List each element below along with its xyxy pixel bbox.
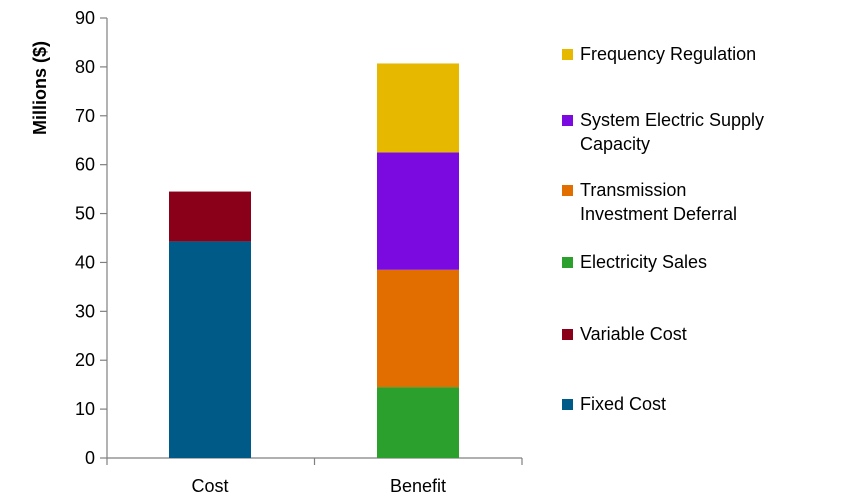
legend-label: System Electric Supply xyxy=(580,110,764,130)
y-axis: 0 10 20 30 40 50 60 70 80 90 xyxy=(75,8,108,468)
y-tick-label: 0 xyxy=(85,448,95,468)
legend-label: Investment Deferral xyxy=(580,204,737,224)
legend-label: Electricity Sales xyxy=(580,252,707,272)
bar-segment-cost-fixed-cost xyxy=(169,241,251,458)
legend-swatch xyxy=(562,399,573,410)
y-tick-label: 70 xyxy=(75,106,95,126)
bar-segment-benefit-frequency-regulation xyxy=(377,63,459,153)
legend-swatch xyxy=(562,49,573,60)
legend-item-frequency-regulation: Frequency Regulation xyxy=(562,44,756,64)
y-tick-label: 10 xyxy=(75,399,95,419)
y-tick-label: 40 xyxy=(75,252,95,272)
legend-label: Capacity xyxy=(580,134,650,154)
y-tick-label: 90 xyxy=(75,8,95,28)
legend-item-electricity-sales: Electricity Sales xyxy=(562,252,707,272)
legend-item-system-electric-supply-capacity: System Electric Supply Capacity xyxy=(562,110,764,154)
legend-item-variable-cost: Variable Cost xyxy=(562,324,687,344)
legend-swatch xyxy=(562,329,573,340)
y-tick-label: 60 xyxy=(75,155,95,175)
legend-label: Fixed Cost xyxy=(580,394,666,414)
legend-label: Variable Cost xyxy=(580,324,687,344)
y-axis-title: Millions ($) xyxy=(30,41,50,135)
legend-swatch xyxy=(562,185,573,196)
x-axis: Cost Benefit xyxy=(106,457,523,496)
bar-segment-benefit-electricity-sales xyxy=(377,387,459,458)
y-tick-label: 80 xyxy=(75,57,95,77)
bar-segment-benefit-system-electric-supply-capacity xyxy=(377,152,459,270)
y-tick-label: 20 xyxy=(75,350,95,370)
legend: Frequency Regulation System Electric Supp… xyxy=(562,44,764,414)
bar-segment-cost-variable-cost xyxy=(169,191,251,242)
legend-swatch xyxy=(562,115,573,126)
x-tick-label-cost: Cost xyxy=(191,476,228,496)
legend-item-fixed-cost: Fixed Cost xyxy=(562,394,666,414)
legend-item-transmission-investment-deferral: Transmission Investment Deferral xyxy=(562,180,737,224)
x-tick-label-benefit: Benefit xyxy=(390,476,446,496)
legend-label: Frequency Regulation xyxy=(580,44,756,64)
y-axis-title-group: Millions ($) xyxy=(30,41,50,135)
y-tick-label: 30 xyxy=(75,301,95,321)
legend-swatch xyxy=(562,257,573,268)
y-tick-label: 50 xyxy=(75,204,95,224)
legend-label: Transmission xyxy=(580,180,686,200)
bars xyxy=(169,63,459,458)
bar-segment-benefit-transmission-investment-deferral xyxy=(377,269,459,388)
